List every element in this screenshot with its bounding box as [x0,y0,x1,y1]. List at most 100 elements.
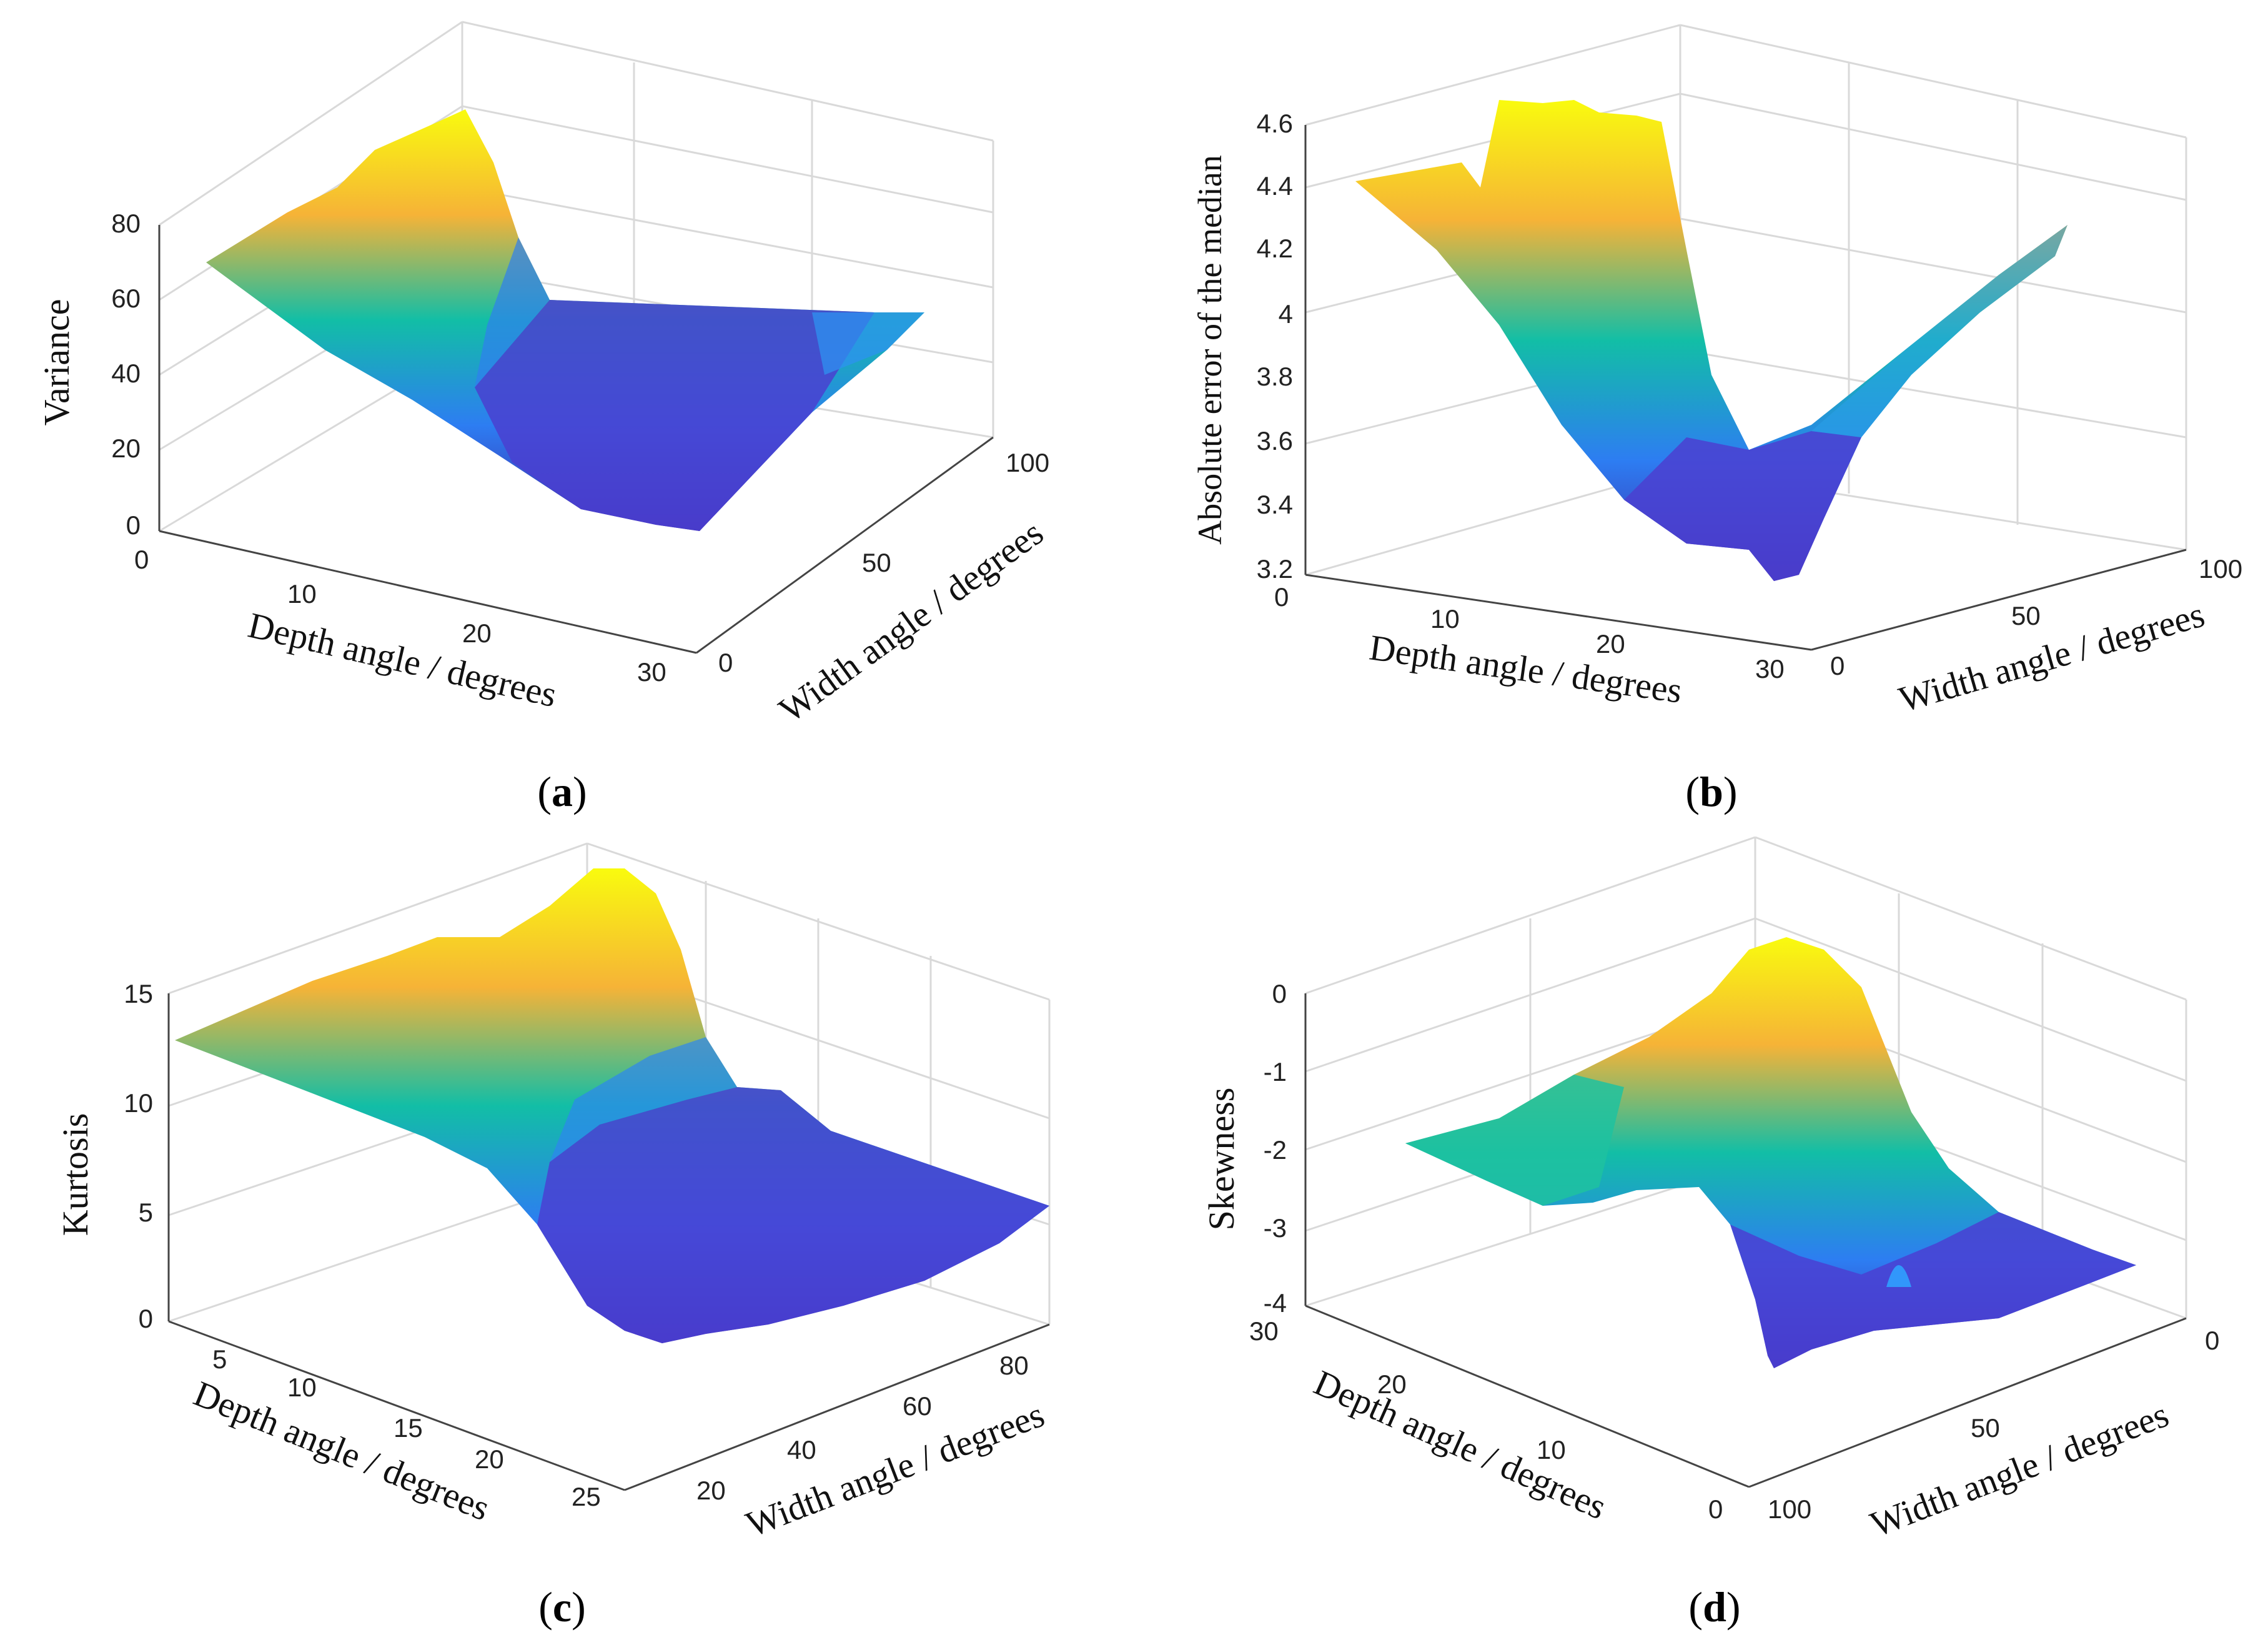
panel-d-y-tick: 100 [1768,1494,1811,1524]
panel-c-x-tick: 10 [287,1373,317,1402]
panel-a-y-ticks: 0 50 100 [718,448,1049,677]
panel-b-z-tick: 4.4 [1257,171,1293,201]
panel-a: 80 60 40 20 0 0 10 20 30 0 50 100 Varian… [36,21,1051,815]
panel-c-label: (c) [538,1583,586,1631]
panel-d-x-tick: 20 [1377,1369,1407,1399]
panel-b-y-axis [1811,549,2187,651]
panel-a-z-tick: 20 [111,434,141,463]
panel-d-x-axis [1305,1305,1750,1488]
panel-a-x-ticks: 0 10 20 30 [134,545,666,687]
panel-d-x-tick: 30 [1249,1316,1279,1346]
panel-b-z-tick: 4 [1279,299,1293,329]
panel-c-x-tick: 25 [572,1482,601,1511]
panel-c-y-tick: 20 [696,1476,726,1505]
panel-d-surface [1405,937,2136,1368]
panel-a-z-tick: 60 [111,284,141,313]
panel-b-z-tick: 4.2 [1257,234,1293,263]
panel-c-y-axis [624,1323,1050,1491]
panel-d-y-tick: 50 [1971,1413,2000,1443]
panel-c-z-tick: 0 [139,1304,153,1333]
panel-b-z-ticks: 4.6 4.4 4.2 4 3.8 3.6 3.4 3.2 [1257,109,1293,584]
panel-a-z-tick: 80 [111,209,141,238]
panel-c-z-label: Kurtosis [55,1113,96,1236]
panel-a-y-tick: 100 [1006,448,1049,477]
panel-c: 15 10 5 0 5 10 15 20 25 20 40 60 80 Kurt… [55,842,1051,1631]
panel-a-label-letter: a [552,768,573,815]
panel-d-x-label: Depth angle / degrees [1308,1362,1612,1527]
panel-c-x-tick: 5 [212,1344,227,1374]
panel-d-y-label: Width angle / degrees [1865,1394,2174,1545]
panel-c-y-ticks: 20 40 60 80 [696,1351,1029,1505]
panel-b-x-ticks: 0 10 20 30 [1274,582,1785,683]
panel-b-surface [1355,100,2067,581]
panel-a-x-axis [159,530,697,654]
panel-a-y-axis [696,436,994,654]
panel-d-label: (d) [1688,1583,1740,1631]
panel-a-x-tick: 10 [287,579,317,609]
panel-c-surface [175,868,1049,1343]
panel-d-z-tick: -1 [1264,1057,1287,1086]
panel-d-z-tick: -2 [1264,1135,1287,1165]
panel-a-y-tick: 50 [862,548,891,577]
panel-b-x-label: Depth angle / degrees [1367,627,1685,711]
panel-a-z-tick: 0 [126,510,141,540]
panel-a-x-tick: 20 [462,619,492,648]
panel-a-y-tick: 0 [718,648,733,677]
panel-b-label-letter: b [1700,768,1723,815]
panel-a-x-label: Depth angle / degrees [244,605,560,715]
panel-b-z-tick: 4.6 [1257,109,1293,138]
panel-b-z-tick: 3.4 [1257,490,1293,519]
panel-a-label: (a) [537,768,587,815]
panel-a-z-label: Variance [36,299,77,426]
panel-a-z-ticks: 80 60 40 20 0 [111,209,141,540]
panel-b-x-tick: 20 [1596,629,1625,658]
panel-d-z-ticks: 0 -1 -2 -3 -4 [1264,979,1287,1318]
panel-c-x-axis [168,1320,625,1491]
panel-d-x-ticks: 30 20 10 0 [1249,1316,1723,1524]
panel-c-z-ticks: 15 10 5 0 [124,979,153,1333]
panel-c-x-tick: 15 [394,1413,423,1443]
panel-d-z-tick: 0 [1272,979,1287,1008]
panel-b-z-label: Absolute error of the median [1191,155,1229,545]
panel-b-y-tick: 100 [2199,554,2242,584]
panel-c-x-ticks: 5 10 15 20 25 [212,1344,601,1511]
panel-b-z-tick: 3.6 [1257,426,1293,455]
panel-b-y-tick: 50 [2011,601,2041,630]
panel-c-z-tick: 5 [139,1198,153,1227]
panel-d-label-letter: d [1703,1583,1726,1631]
panel-b: 4.6 4.4 4.2 4 3.8 3.6 3.4 3.2 0 10 20 30… [1191,24,2242,815]
panel-a-x-tick: 30 [637,657,666,687]
panel-c-label-letter: c [553,1583,572,1631]
panel-c-x-tick: 20 [475,1444,504,1474]
panel-b-x-tick: 30 [1755,654,1785,683]
panel-c-x-label: Depth angle / degrees [188,1373,495,1528]
panel-b-label: (b) [1685,768,1737,815]
panel-b-y-label: Width angle / degrees [1894,594,2209,720]
panel-a-z-tick: 40 [111,359,141,388]
panel-d-z-tick: -4 [1264,1288,1287,1318]
panel-c-y-tick: 40 [787,1435,816,1464]
panel-b-z-tick: 3.2 [1257,554,1293,584]
panel-d-x-tick: 0 [1708,1494,1723,1524]
panel-c-z-tick: 10 [124,1088,153,1118]
panel-b-x-axis [1305,574,1812,651]
panel-d-x-tick: 10 [1537,1435,1566,1464]
panel-a-y-label: Width angle / degrees [771,512,1051,730]
panel-c-y-label: Width angle / degrees [741,1394,1050,1545]
panel-d-z-label: Skewness [1201,1088,1242,1231]
panel-b-x-tick: 10 [1430,604,1460,634]
panel-d-y-axis [1748,1317,2187,1488]
panel-d: 0 -1 -2 -3 -4 30 20 10 0 100 50 0 Skewne… [1201,836,2219,1631]
panel-c-z-tick: 15 [124,979,153,1008]
panel-d-z-tick: -3 [1264,1213,1287,1243]
panel-d-y-ticks: 100 50 0 [1768,1326,2219,1524]
panel-c-y-tick: 60 [903,1391,932,1421]
panel-b-z-tick: 3.8 [1257,362,1293,391]
panel-d-y-tick: 0 [2205,1326,2219,1355]
panel-b-x-tick: 0 [1274,582,1289,612]
panel-b-y-ticks: 0 50 100 [1830,554,2242,680]
panel-b-y-tick: 0 [1830,651,1845,680]
panel-a-surface [206,109,924,531]
panel-a-x-tick: 0 [134,545,149,574]
